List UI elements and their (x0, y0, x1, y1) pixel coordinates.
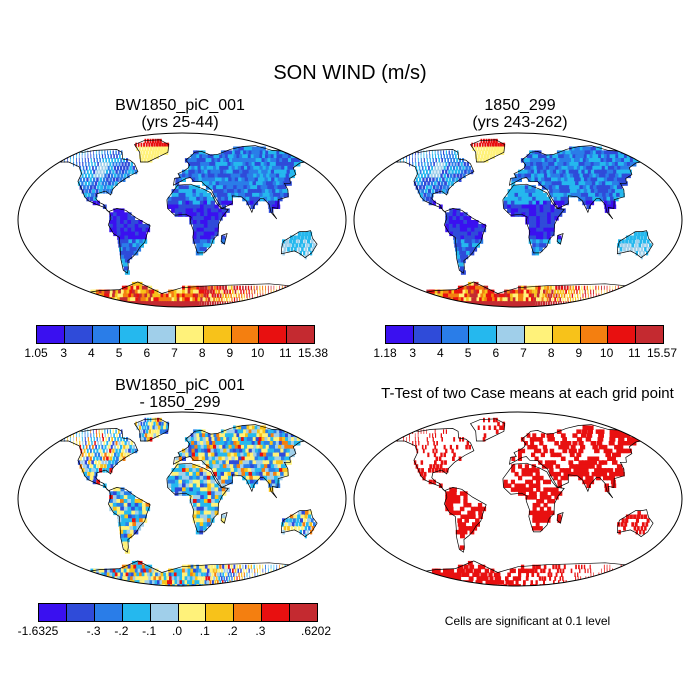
colorbar-swatch (94, 604, 123, 621)
significance-note: Cells are significant at 0.1 level (444, 614, 611, 628)
colorbar-swatch (122, 604, 151, 621)
colorbar-tick-label: 4 (437, 346, 444, 360)
colorbar-swatch (580, 326, 609, 343)
colorbar-tick-label: 1.05 (24, 346, 48, 360)
colorbar-tick-label: 6 (143, 346, 151, 360)
colorbar-case2 (385, 325, 664, 344)
colorbar-swatch (608, 326, 637, 343)
panel-2-title: 1850_299 (yrs 243-262) (360, 97, 680, 131)
colorbar-tick-label: 7 (520, 346, 527, 360)
colorbar-swatch (441, 326, 470, 343)
colorbar-tick-label: 3 (60, 346, 68, 360)
colorbar-tick-label: 10 (599, 346, 614, 360)
map-cells (393, 138, 652, 307)
colorbar-swatch (150, 604, 179, 621)
map-panel-ttest (353, 411, 683, 587)
colorbar-swatch (92, 326, 121, 343)
panel-1-title-line1: BW1850_piC_001 (115, 97, 245, 114)
colorbar-tick-label: -.3 (86, 624, 101, 638)
map-panel-mean-case1 (17, 132, 347, 308)
colorbar-tick-label: .1 (199, 624, 210, 638)
colorbar-tick-label: 9 (575, 346, 583, 360)
colorbar-tick-label: 4 (88, 346, 95, 360)
colorbar-swatch (386, 326, 414, 343)
map-border (17, 132, 347, 308)
map-cells (57, 138, 316, 307)
colorbar-swatch (231, 326, 260, 343)
panel-4-title: T-Test of two Case means at each grid po… (381, 385, 674, 402)
colorbar-tick-label: 10 (250, 346, 265, 360)
colorbar-swatch (469, 326, 498, 343)
colorbar-swatch (175, 326, 204, 343)
colorbar-swatch (290, 604, 318, 621)
main-title: SON WIND (m/s) (273, 62, 427, 84)
colorbar-swatch (636, 326, 663, 343)
coastlines (392, 139, 654, 307)
map-border (353, 411, 683, 587)
map-border (17, 411, 347, 587)
colorbar-tick-label: .2 (227, 624, 238, 638)
colorbar-swatch (262, 604, 291, 621)
colorbar-swatch (64, 326, 93, 343)
colorbar-swatch (66, 604, 95, 621)
coastlines (392, 418, 654, 586)
colorbar-tick-label: 3 (409, 346, 417, 360)
colorbar-swatch (120, 326, 149, 343)
colorbar-swatch (206, 604, 235, 621)
map-border (353, 132, 683, 308)
colorbar-swatch (287, 326, 314, 343)
colorbar-swatch (37, 326, 65, 343)
colorbar-tick-label: 15.38 (297, 346, 329, 360)
map-cells (57, 417, 316, 586)
colorbar-swatch (178, 604, 207, 621)
colorbar-swatch (524, 326, 553, 343)
colorbar-swatch (203, 326, 232, 343)
map-panel-difference (17, 411, 347, 587)
colorbar-tick-label: .3 (255, 624, 266, 638)
colorbar-swatch (413, 326, 442, 343)
colorbar-tick-label: .6202 (300, 624, 332, 638)
colorbar-tick-label: -.2 (114, 624, 129, 638)
colorbar-tick-label: .0 (171, 624, 183, 638)
colorbar-tick-label: 8 (198, 346, 206, 360)
panel-1-title: BW1850_piC_001 (yrs 25-44) (20, 97, 340, 131)
colorbar-swatch (234, 604, 263, 621)
colorbar-tick-label: 11 (628, 346, 641, 360)
colorbar-swatch (497, 326, 525, 343)
panel-3-title-line2: - 1850_299 (139, 394, 221, 411)
colorbar-difference (38, 603, 318, 622)
panel-1-title-line2: (yrs 25-44) (141, 114, 219, 131)
panel-3-title-line1: BW1850_piC_001 (115, 377, 245, 394)
map-cells (393, 417, 650, 586)
map-panel-mean-case2 (353, 132, 683, 308)
colorbar-tick-label: 15.57 (646, 346, 678, 360)
colorbar-tick-label: 1.18 (373, 346, 397, 360)
colorbar-tick-label: 7 (171, 346, 178, 360)
panel-2-title-line2: (yrs 243-262) (472, 114, 568, 131)
colorbar-tick-label: 8 (547, 346, 555, 360)
colorbar-tick-label: 11 (279, 346, 292, 360)
colorbar-swatch (552, 326, 581, 343)
colorbar-tick-label: -1.6325 (17, 624, 59, 638)
colorbar-tick-label: 5 (464, 346, 472, 360)
panel-3-title: BW1850_piC_001 - 1850_299 (20, 377, 340, 411)
colorbar-tick-label: 6 (492, 346, 500, 360)
panel-2-title-line1: 1850_299 (484, 97, 556, 114)
colorbar-swatch (39, 604, 67, 621)
colorbar-tick-label: 5 (115, 346, 123, 360)
colorbar-case1 (36, 325, 315, 344)
colorbar-tick-label: 9 (226, 346, 234, 360)
colorbar-swatch (259, 326, 288, 343)
colorbar-tick-label: -.1 (142, 624, 157, 638)
colorbar-swatch (148, 326, 176, 343)
